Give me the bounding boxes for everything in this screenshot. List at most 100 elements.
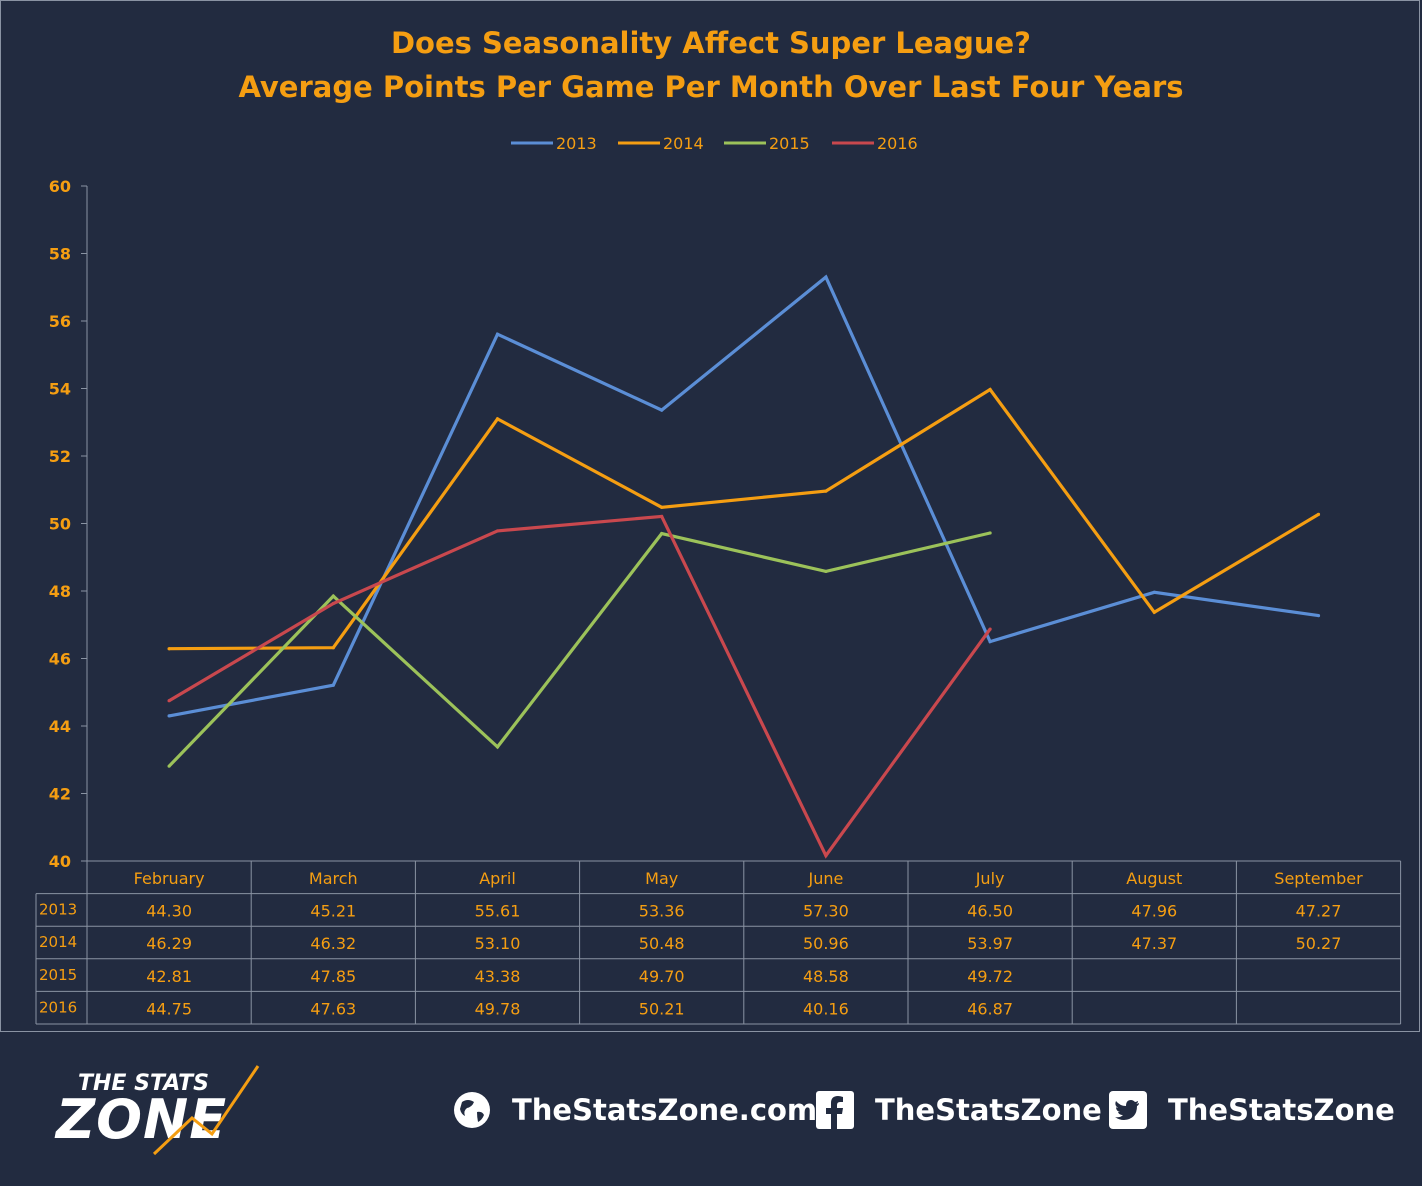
website-link[interactable]: TheStatsZone.com: [452, 1088, 817, 1132]
table-cell-value: 49.78: [475, 999, 521, 1018]
chart-title: Does Seasonality Affect Super League?: [391, 26, 1031, 60]
table-cell-value: 47.37: [1131, 934, 1177, 953]
data-point-2014: [167, 647, 171, 651]
table-cell-value: 49.70: [639, 967, 685, 986]
footer: [0, 1034, 1422, 1186]
line-chart: Does Seasonality Affect Super League? Ave…: [35, 26, 1402, 1025]
data-point-2013: [331, 683, 335, 687]
table-row-label: 2016: [39, 998, 77, 1016]
series-line-2013: [168, 274, 1319, 718]
table-cell-value: 47.96: [1131, 902, 1177, 921]
y-tick-label: 40: [49, 852, 71, 871]
data-point-2013: [495, 332, 500, 336]
data-point-2016: [988, 627, 992, 631]
x-tick-label: April: [479, 869, 516, 888]
table-cell-value: 53.97: [967, 934, 1013, 953]
data-point-2014: [495, 417, 500, 421]
table-cell-value: 43.38: [475, 967, 521, 986]
series-line-2016: [168, 514, 992, 859]
y-tick-label: 48: [49, 582, 71, 601]
table-row-label: 2015: [39, 966, 77, 984]
data-point-2013: [1316, 614, 1321, 618]
table-cell-value: 46.29: [146, 934, 192, 953]
table-row-label: 2014: [39, 933, 77, 951]
stats-zone-logo: THE STATS ZONE: [54, 1065, 260, 1156]
chart-panel: Does Seasonality Affect Super League? Ave…: [0, 0, 1420, 1032]
y-tick-label: 44: [49, 717, 71, 736]
table-cell-value: 53.36: [639, 902, 685, 921]
y-tick-label: 56: [49, 312, 71, 331]
facebook-text: TheStatsZone: [875, 1093, 1102, 1127]
twitter-text: TheStatsZone: [1168, 1093, 1395, 1127]
chart-subtitle: Average Points Per Game Per Month Over L…: [238, 70, 1183, 104]
table-cell-value: 44.30: [146, 902, 192, 921]
table-cell-value: 50.27: [1296, 934, 1342, 953]
data-point-2016: [660, 514, 664, 519]
legend-label-2016: 2016: [877, 134, 918, 153]
data-point-2013: [988, 640, 992, 644]
data-point-2015: [495, 745, 500, 749]
table-cell-value: 50.48: [639, 934, 685, 953]
globe-icon: [452, 1090, 492, 1130]
data-point-2013: [824, 275, 828, 279]
y-tick-label: 46: [49, 650, 71, 669]
legend-label-2013: 2013: [556, 134, 597, 153]
y-tick-label: 50: [49, 515, 71, 534]
data-point-2015: [824, 569, 828, 574]
table-cell-value: 50.21: [639, 999, 685, 1018]
data-point-2013: [1152, 590, 1156, 594]
legend-label-2014: 2014: [663, 134, 704, 153]
x-tick-label: February: [134, 869, 205, 888]
data-point-2016: [167, 699, 171, 703]
data-point-2014: [824, 489, 828, 493]
x-tick-label: August: [1126, 869, 1182, 888]
twitter-link[interactable]: TheStatsZone: [1108, 1088, 1395, 1132]
x-tick-label: September: [1274, 869, 1363, 888]
table-cell-value: 48.58: [803, 967, 849, 986]
data-point-2016: [331, 601, 335, 606]
table-cell-value: 42.81: [146, 967, 192, 986]
table-cell-value: 46.32: [310, 934, 356, 953]
table-cell-value: 50.96: [803, 934, 849, 953]
table-cell-value: 45.21: [310, 902, 356, 921]
data-point-2013: [167, 714, 171, 718]
table-cell-value: 46.87: [967, 999, 1013, 1018]
table-cell-value: 57.30: [803, 902, 849, 921]
website-text: TheStatsZone.com: [512, 1093, 818, 1127]
table-cell-value: 53.10: [475, 934, 521, 953]
data-point-2015: [988, 531, 992, 535]
data-point-2013: [660, 408, 664, 412]
y-tick-label: 54: [49, 380, 71, 399]
data-point-2016: [495, 529, 500, 533]
y-tick-label: 60: [49, 177, 71, 196]
data-point-2014: [1316, 512, 1321, 516]
x-tick-label: July: [975, 869, 1005, 888]
x-tick-label: June: [807, 869, 843, 888]
data-point-2014: [988, 387, 992, 392]
facebook-icon: [815, 1090, 855, 1130]
x-tick-label: March: [309, 869, 358, 888]
table-cell-value: 55.61: [475, 902, 521, 921]
data-point-2014: [1152, 610, 1156, 614]
logo-line1: THE STATS: [78, 1071, 209, 1096]
data-point-2015: [167, 764, 171, 768]
legend-label-2015: 2015: [769, 134, 810, 153]
table-cell-value: 47.85: [310, 967, 356, 986]
table-cell-value: 46.50: [967, 902, 1013, 921]
y-tick-label: 52: [49, 447, 71, 466]
series-line-2015: [167, 531, 991, 768]
data-point-2016: [824, 854, 828, 858]
table-cell-value: 44.75: [146, 999, 192, 1018]
table-cell-value: 47.63: [310, 999, 356, 1018]
logo-swoosh: [152, 1065, 260, 1156]
table-cell-value: 49.72: [967, 967, 1013, 986]
table-cell-value: 47.27: [1296, 902, 1342, 921]
data-point-2014: [660, 505, 664, 509]
logo-line2: ZONE: [54, 1088, 227, 1151]
data-point-2015: [331, 594, 335, 598]
x-tick-label: May: [645, 869, 678, 888]
series-line-2014: [169, 387, 1320, 651]
facebook-link[interactable]: TheStatsZone: [815, 1088, 1102, 1132]
table-row-label: 2013: [39, 901, 77, 919]
